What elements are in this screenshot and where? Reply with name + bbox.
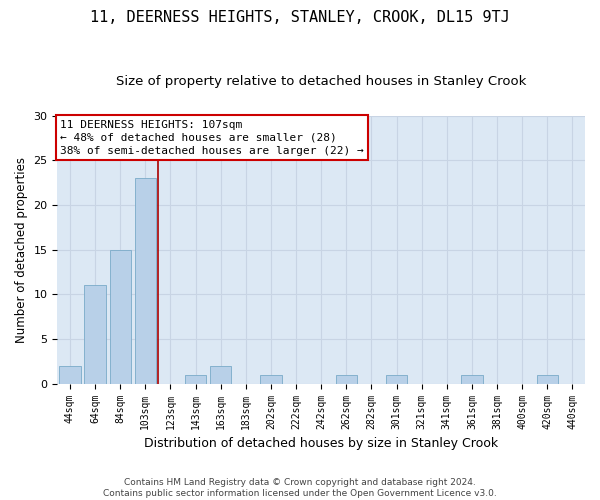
- Bar: [536, 375, 558, 384]
- Bar: [335, 375, 357, 384]
- Bar: [134, 178, 156, 384]
- Bar: [210, 366, 232, 384]
- Bar: [85, 286, 106, 384]
- Bar: [386, 375, 407, 384]
- Y-axis label: Number of detached properties: Number of detached properties: [15, 156, 28, 342]
- Text: 11 DEERNESS HEIGHTS: 107sqm
← 48% of detached houses are smaller (28)
38% of sem: 11 DEERNESS HEIGHTS: 107sqm ← 48% of det…: [60, 120, 364, 156]
- Bar: [260, 375, 281, 384]
- Title: Size of property relative to detached houses in Stanley Crook: Size of property relative to detached ho…: [116, 75, 526, 88]
- Bar: [59, 366, 80, 384]
- Bar: [110, 250, 131, 384]
- Bar: [185, 375, 206, 384]
- Bar: [461, 375, 482, 384]
- X-axis label: Distribution of detached houses by size in Stanley Crook: Distribution of detached houses by size …: [144, 437, 498, 450]
- Text: Contains HM Land Registry data © Crown copyright and database right 2024.
Contai: Contains HM Land Registry data © Crown c…: [103, 478, 497, 498]
- Text: 11, DEERNESS HEIGHTS, STANLEY, CROOK, DL15 9TJ: 11, DEERNESS HEIGHTS, STANLEY, CROOK, DL…: [90, 10, 510, 25]
